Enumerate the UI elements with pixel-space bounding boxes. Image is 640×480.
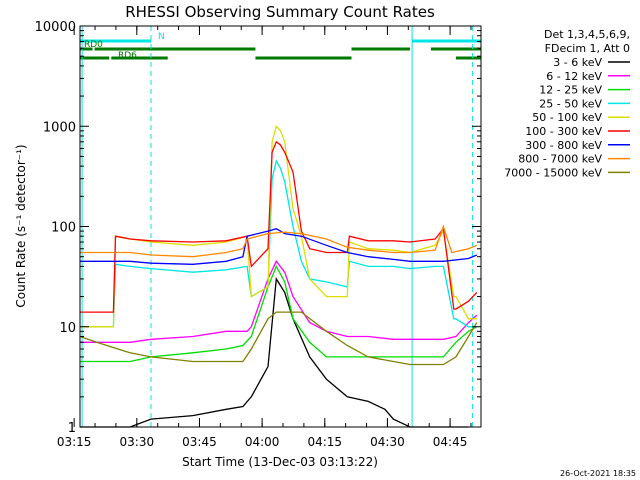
x-tick-label: 04:30 <box>370 435 405 449</box>
series-line-50-100-kev <box>80 125 477 328</box>
series-line-7000-15000-kev <box>79 311 478 366</box>
legend-entry-label: 12 - 25 keV <box>539 84 602 97</box>
y-tick-label: 1 <box>68 421 76 436</box>
legend-entry-label: 800 - 7000 keV <box>518 153 602 166</box>
series-line-25-50-kev <box>80 159 477 328</box>
x-tick-label: 04:00 <box>245 435 280 449</box>
y-tick-label: 100 <box>51 221 76 236</box>
legend-entry-label: 3 - 6 keV <box>553 56 602 69</box>
legend-header: FDecim 1, Att 0 <box>545 42 630 55</box>
plot-frame <box>79 25 482 428</box>
axes: 03:15 03:30 03:45 04:00 04:15 04:30 04:45 1 10 10… <box>35 20 481 449</box>
series-lines <box>79 125 478 428</box>
vertical-markers <box>81 26 474 427</box>
y-tick-label: 10000 <box>35 20 76 35</box>
x-tick-label: 03:30 <box>120 435 155 449</box>
legend-header: Det 1,3,4,5,6,9, <box>544 28 630 41</box>
series-line-6-12-kev <box>80 260 478 343</box>
series-line-800-7000-kev <box>80 224 478 258</box>
x-tick-label: 03:15 <box>57 435 92 449</box>
series-line-100-300-kev <box>80 140 478 313</box>
series-line-12-25-kev <box>80 264 478 363</box>
flag-label-n: N <box>158 32 165 42</box>
legend-entry-label: 50 - 100 keV <box>532 111 602 124</box>
y-tick-label: 10 <box>59 321 76 336</box>
series-line-3-6-kev <box>80 276 469 428</box>
series-line-300-800-kev <box>80 227 478 265</box>
x-tick-label: 04:45 <box>433 435 468 449</box>
y-axis-label: Count Rate (s⁻¹ detector⁻¹) <box>14 144 28 307</box>
flag-lines: N RD0 RD6 <box>80 32 481 61</box>
footer-date: 26-Oct-2021 18:35 <box>560 469 636 478</box>
legend-entry-label: 300 - 800 keV <box>525 139 602 152</box>
x-tick-label: 04:15 <box>307 435 342 449</box>
legend-entry-label: 25 - 50 keV <box>539 97 602 110</box>
flag-label-rd0: RD0 <box>84 40 103 50</box>
legend-entry-label: 7000 - 15000 keV <box>504 166 602 179</box>
flag-label-rd6: RD6 <box>118 51 137 61</box>
x-tick-label: 03:45 <box>182 435 217 449</box>
legend-entry-label: 6 - 12 keV <box>546 70 602 83</box>
y-tick-label: 1000 <box>43 120 76 135</box>
x-axis-label: Start Time (13-Dec-03 03:13:22) <box>182 455 378 469</box>
legend: Det 1,3,4,5,6,9,FDecim 1, Att 03 - 6 keV… <box>504 28 630 179</box>
chart-title: RHESSI Observing Summary Count Rates <box>125 3 435 21</box>
legend-entry-label: 100 - 300 keV <box>525 125 602 138</box>
